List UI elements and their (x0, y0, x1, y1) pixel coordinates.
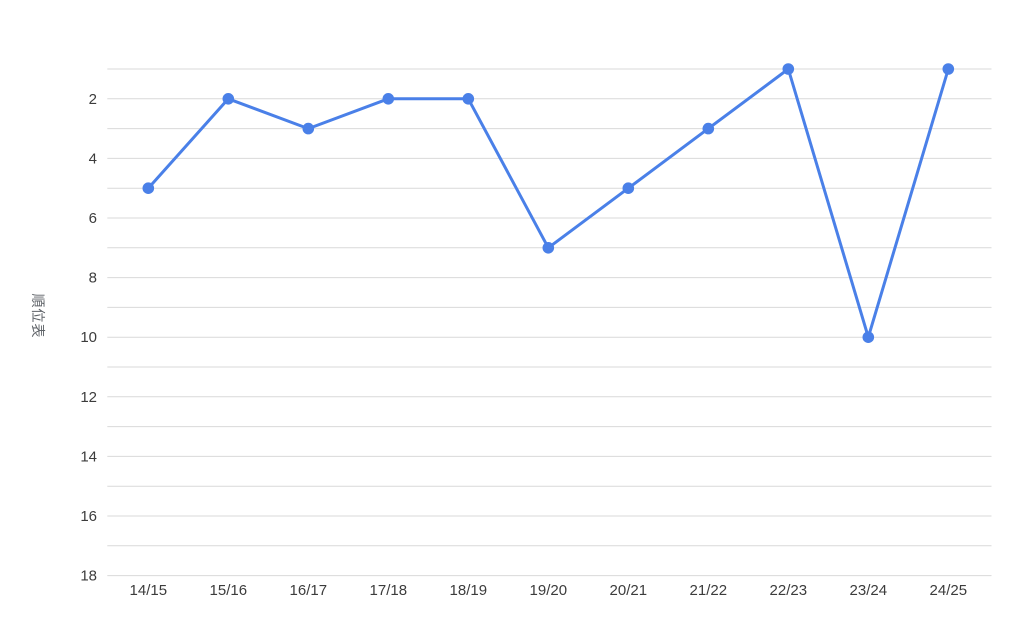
svg-text:14: 14 (80, 448, 97, 465)
svg-text:12: 12 (80, 389, 97, 406)
svg-text:16/17: 16/17 (290, 582, 328, 599)
svg-text:19/20: 19/20 (530, 582, 568, 599)
svg-text:22/23: 22/23 (770, 582, 808, 599)
svg-text:8: 8 (89, 270, 97, 287)
svg-text:24/25: 24/25 (930, 582, 968, 599)
svg-text:18: 18 (80, 568, 97, 585)
svg-text:16: 16 (80, 508, 97, 525)
svg-text:23/24: 23/24 (850, 582, 888, 599)
svg-text:17/18: 17/18 (370, 582, 408, 599)
svg-text:20/21: 20/21 (610, 582, 648, 599)
svg-text:10: 10 (80, 329, 97, 346)
svg-text:4: 4 (89, 150, 97, 167)
svg-text:18/19: 18/19 (450, 582, 488, 599)
svg-text:15/16: 15/16 (210, 582, 248, 599)
svg-text:14/15: 14/15 (130, 582, 168, 599)
svg-text:6: 6 (89, 210, 97, 227)
svg-text:2: 2 (89, 91, 97, 108)
svg-text:21/22: 21/22 (690, 582, 728, 599)
